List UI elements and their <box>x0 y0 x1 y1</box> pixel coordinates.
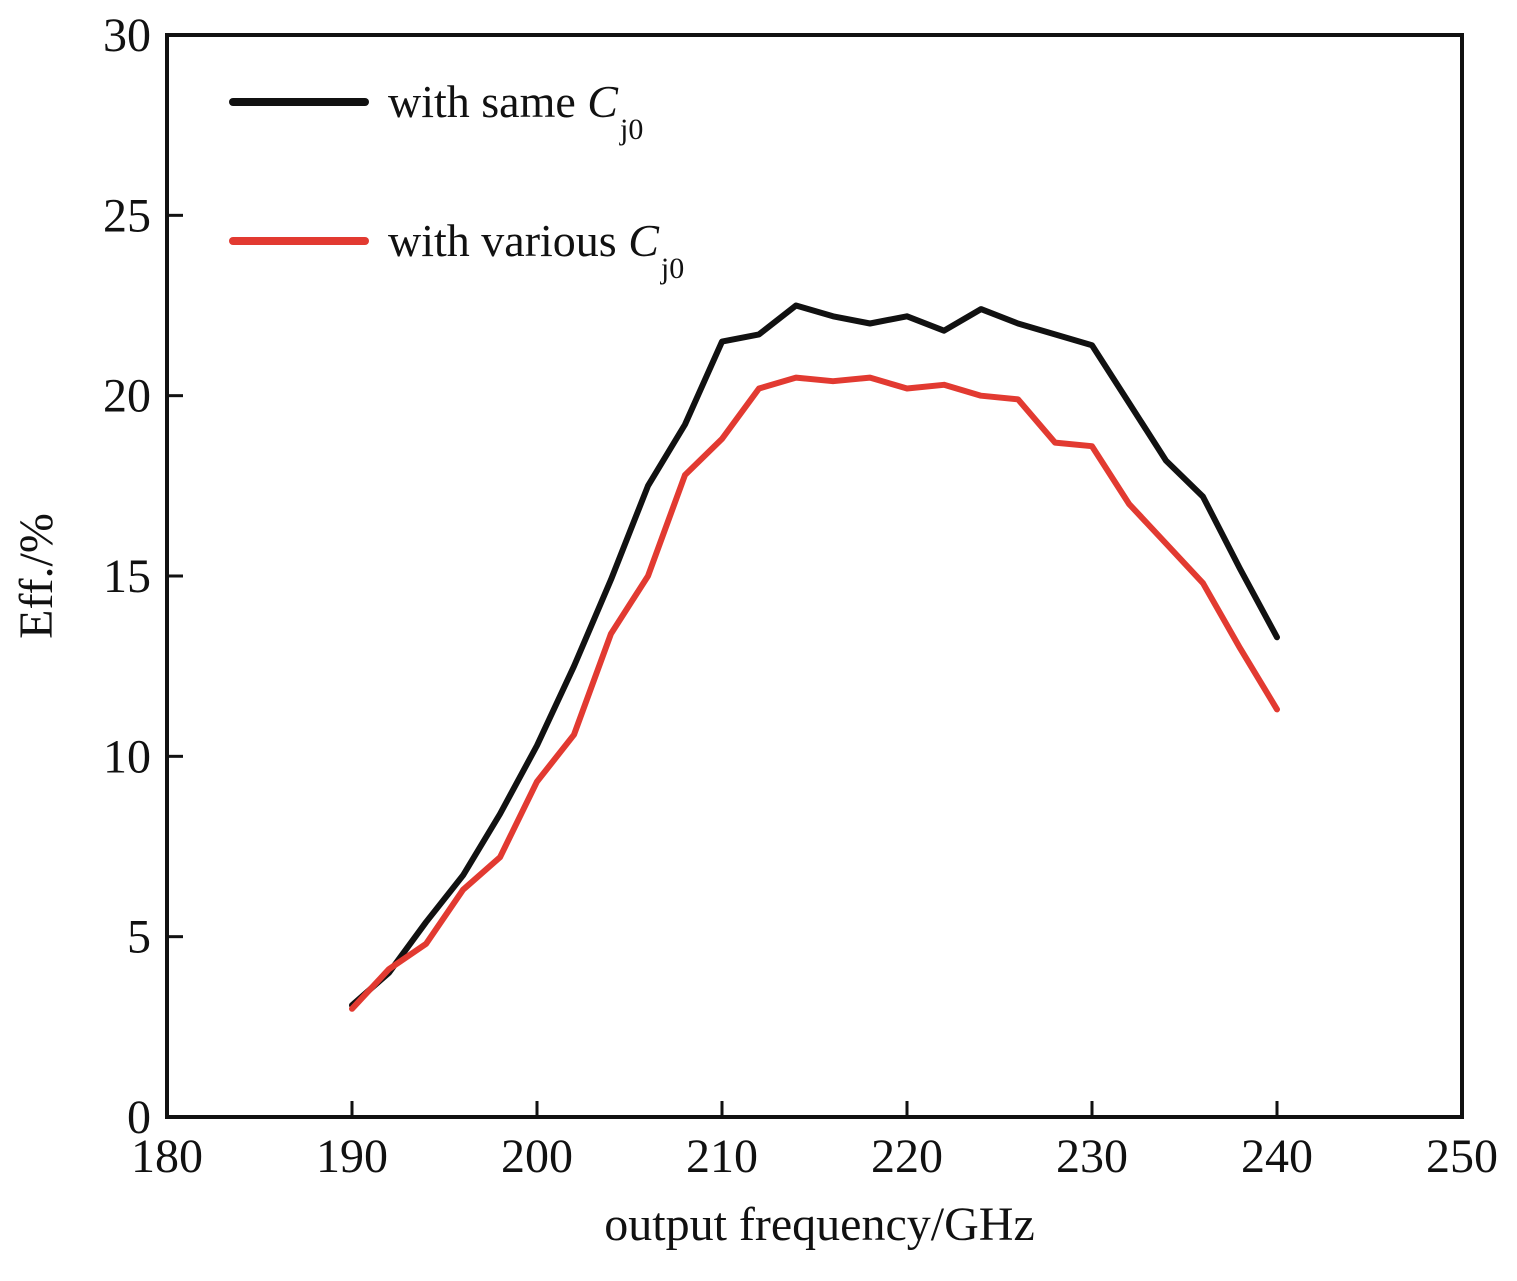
series-layer <box>349 302 1280 1012</box>
x-tick-label: 250 <box>1426 1130 1498 1183</box>
y-axis-label: Eff./% <box>10 513 63 639</box>
y-tick-label: 0 <box>127 1091 151 1144</box>
x-tick-label: 240 <box>1241 1130 1313 1183</box>
legend-label-2: with various Cj0 <box>388 215 684 285</box>
x-tick-label: 200 <box>501 1130 573 1183</box>
y-tick-label: 15 <box>103 550 151 603</box>
x-axis-label: output frequency/GHz <box>604 1198 1035 1251</box>
labels-layer: 180 190 200 210 220 230 240 250 0 5 10 15 20 25 30 outp… <box>10 9 1498 1251</box>
legend: with same Cj0 with various Cj0 <box>229 76 684 285</box>
x-tick-label: 180 <box>131 1130 203 1183</box>
x-tick-label: 190 <box>316 1130 388 1183</box>
y-tick-label: 25 <box>103 189 151 242</box>
x-tick-label: 220 <box>871 1130 943 1183</box>
x-tick-label: 230 <box>1056 1130 1128 1183</box>
series-line-1 <box>349 302 1280 1009</box>
y-tick-label: 5 <box>127 911 151 964</box>
ticks-layer <box>165 33 1464 1119</box>
y-tick-label: 10 <box>103 730 151 783</box>
plot-frame <box>165 33 1464 1119</box>
x-tick-label: 210 <box>686 1130 758 1183</box>
y-tick-label: 20 <box>103 370 151 423</box>
legend-label-1: with same Cj0 <box>388 76 643 146</box>
series-line-2 <box>349 374 1280 1012</box>
y-tick-label: 30 <box>103 9 151 62</box>
